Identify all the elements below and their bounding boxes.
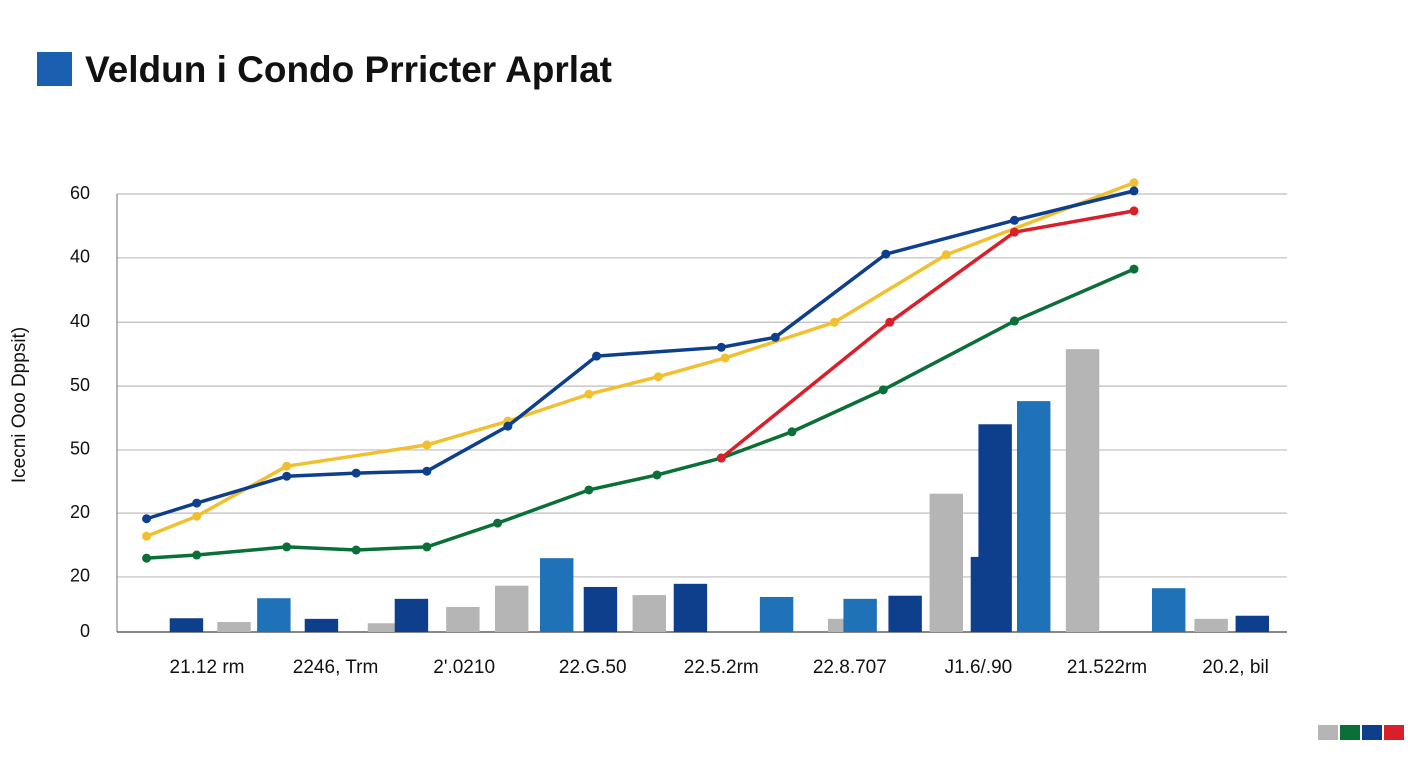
line — [146, 189, 1135, 521]
line-marker — [282, 542, 292, 552]
bar — [1194, 618, 1228, 632]
bar — [540, 558, 574, 632]
line-marker — [1129, 264, 1139, 274]
bar — [367, 623, 402, 632]
line — [720, 209, 1135, 460]
line-marker — [1009, 227, 1019, 237]
y-axis-label: Icecni Ooo Dppsit) — [9, 327, 30, 483]
bar — [1017, 401, 1051, 632]
bar — [394, 598, 429, 632]
y-tick-label: 60 — [70, 183, 90, 203]
line-marker — [142, 531, 152, 541]
line-marker — [720, 353, 730, 363]
line-marker — [192, 498, 202, 508]
line-marker — [192, 511, 202, 521]
line-marker — [881, 249, 891, 259]
bar — [217, 621, 251, 632]
line-marker — [584, 485, 594, 495]
line-marker — [192, 550, 202, 560]
bar — [978, 424, 1012, 632]
y-tick-label: 40 — [70, 247, 90, 267]
line-marker — [503, 421, 513, 431]
bar — [759, 596, 794, 632]
x-tick-label: 21.12 rm — [170, 657, 245, 678]
bar — [1065, 349, 1100, 632]
bar — [495, 585, 529, 632]
bar — [583, 586, 618, 632]
bar — [632, 595, 666, 632]
line-marker — [142, 514, 152, 524]
bar — [1152, 588, 1186, 632]
legend-swatch — [1340, 725, 1360, 740]
y-tick-label: 50 — [70, 439, 90, 459]
y-tick-label: 50 — [70, 375, 90, 395]
line-marker — [829, 317, 839, 327]
bar — [257, 598, 291, 632]
legend-swatch — [1362, 725, 1382, 740]
line-marker — [716, 453, 726, 463]
line-marker — [1009, 316, 1019, 326]
line-marker — [1129, 186, 1139, 196]
chart-title: Veldun i Condo Prricter Aprlat — [85, 49, 612, 90]
line-marker — [584, 389, 594, 399]
line-marker — [1129, 178, 1139, 188]
bar — [843, 598, 877, 632]
line-marker — [592, 351, 602, 361]
line-marker — [282, 471, 292, 481]
bar — [929, 493, 963, 632]
legend-swatch — [1318, 725, 1338, 740]
bar — [169, 618, 204, 632]
x-tick-label: J1.6/.90 — [945, 657, 1013, 678]
bar — [1235, 615, 1269, 632]
bar — [304, 618, 339, 632]
legend-swatch — [1384, 725, 1404, 740]
y-tick-label: 20 — [70, 566, 90, 586]
line-marker — [422, 440, 432, 450]
line-marker — [142, 553, 152, 563]
x-tick-label: 20.2, bil — [1202, 657, 1269, 678]
line-marker — [422, 542, 432, 552]
line-marker — [878, 385, 888, 395]
bar — [446, 606, 480, 632]
line-marker — [422, 466, 432, 476]
x-tick-label: 2'.0210 — [433, 657, 495, 678]
line-marker — [1129, 206, 1139, 216]
x-tick-label: 22.5.2rm — [684, 657, 759, 678]
line-marker — [493, 518, 503, 528]
line-marker — [282, 461, 292, 471]
line-marker — [653, 372, 663, 382]
y-tick-label: 20 — [70, 502, 90, 522]
line-marker — [787, 427, 797, 437]
line-marker — [652, 470, 662, 480]
line-marker — [351, 468, 361, 478]
title-icon — [37, 52, 72, 86]
line-marker — [770, 332, 780, 342]
line-marker — [351, 545, 361, 555]
x-tick-label: 2246, Trm — [293, 657, 379, 678]
x-tick-label: 22.G.50 — [559, 657, 627, 678]
x-tick-label: 22.8.707 — [813, 657, 887, 678]
line-marker — [1009, 215, 1019, 225]
line-marker — [885, 317, 895, 327]
x-tick-label: 21.522rm — [1067, 657, 1147, 678]
bar — [673, 583, 708, 632]
y-tick-label: 0 — [80, 621, 90, 641]
bar — [888, 595, 922, 632]
line-marker — [941, 250, 951, 260]
y-tick-label: 40 — [70, 311, 90, 331]
line-marker — [716, 342, 726, 352]
